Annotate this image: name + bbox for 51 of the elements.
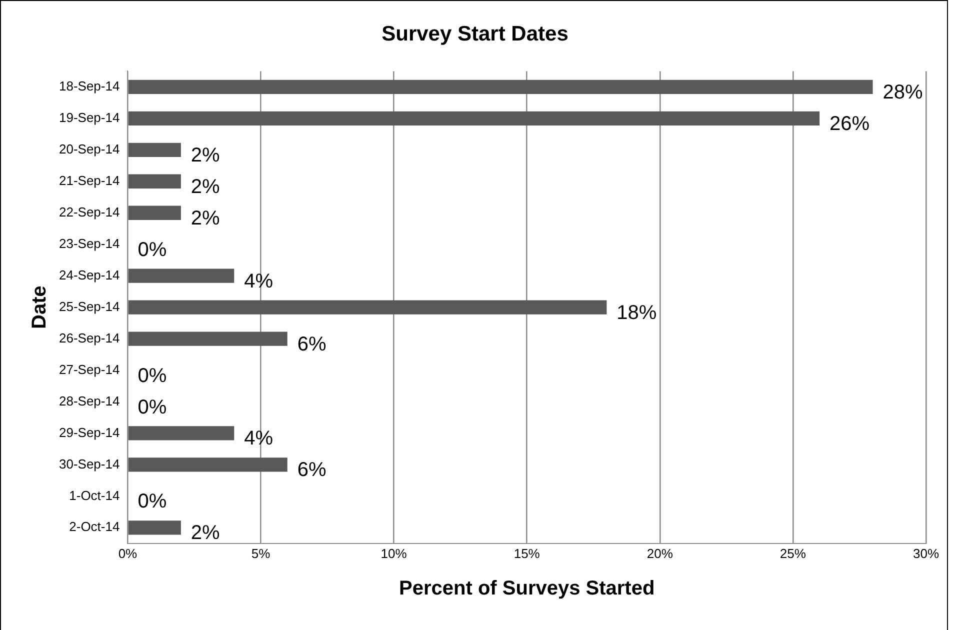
y-tick-label: 21-Sep-14: [58, 172, 120, 188]
data-label: 0%: [138, 396, 167, 418]
bar: [128, 268, 234, 283]
y-tick-label: 22-Sep-14: [58, 204, 120, 220]
data-label: 2%: [190, 207, 220, 230]
y-tick-label: 20-Sep-14: [58, 141, 120, 156]
y-axis-title: Date: [28, 286, 51, 329]
y-tick-label: 30-Sep-14: [58, 456, 120, 472]
y-tick-label: 28-Sep-14: [58, 393, 120, 408]
y-tick-label: 24-Sep-14: [58, 267, 120, 282]
data-label: 0%: [138, 238, 167, 261]
bar: [128, 206, 181, 220]
data-label: 4%: [244, 270, 274, 292]
bar: [128, 80, 873, 94]
data-label: 4%: [244, 428, 274, 450]
bar: [128, 426, 234, 440]
y-tick-label: 25-Sep-14: [58, 298, 120, 314]
x-tick-label: 0%: [118, 546, 138, 561]
x-tick-label: 25%: [780, 546, 806, 561]
bar: [128, 458, 288, 472]
x-tick-label: 20%: [646, 546, 674, 561]
data-label: 6%: [297, 459, 326, 482]
bar: [128, 520, 181, 535]
bar: [128, 174, 181, 188]
y-tick-label: 27-Sep-14: [58, 362, 120, 377]
y-tick-label: 1-Oct-14: [69, 488, 120, 503]
data-label: 18%: [616, 302, 657, 324]
data-label: 28%: [882, 81, 924, 104]
x-tick-label: 15%: [514, 546, 540, 561]
chart-title: Survey Start Dates: [382, 22, 568, 46]
x-tick-label: 5%: [251, 546, 271, 561]
data-label: 2%: [190, 176, 220, 198]
y-tick-label: 29-Sep-14: [58, 424, 120, 440]
bar: [128, 111, 820, 126]
y-tick-label: 19-Sep-14: [58, 110, 120, 125]
data-label: 2%: [190, 144, 220, 166]
y-tick-label: 2-Oct-14: [69, 519, 120, 534]
x-axis-title: Percent of Surveys Started: [399, 578, 655, 600]
bar: [128, 142, 181, 157]
data-label: 26%: [830, 112, 870, 135]
x-tick-label: 30%: [912, 546, 940, 561]
bar: [128, 300, 607, 314]
x-tick-label: 10%: [380, 546, 408, 561]
data-label: 2%: [190, 522, 220, 544]
bar: [128, 332, 288, 346]
y-tick-label: 23-Sep-14: [58, 236, 120, 251]
data-label: 0%: [138, 490, 167, 513]
data-label: 6%: [297, 333, 326, 356]
data-label: 0%: [138, 364, 167, 387]
y-tick-label: 26-Sep-14: [58, 330, 120, 346]
y-tick-label: 18-Sep-14: [58, 78, 120, 94]
